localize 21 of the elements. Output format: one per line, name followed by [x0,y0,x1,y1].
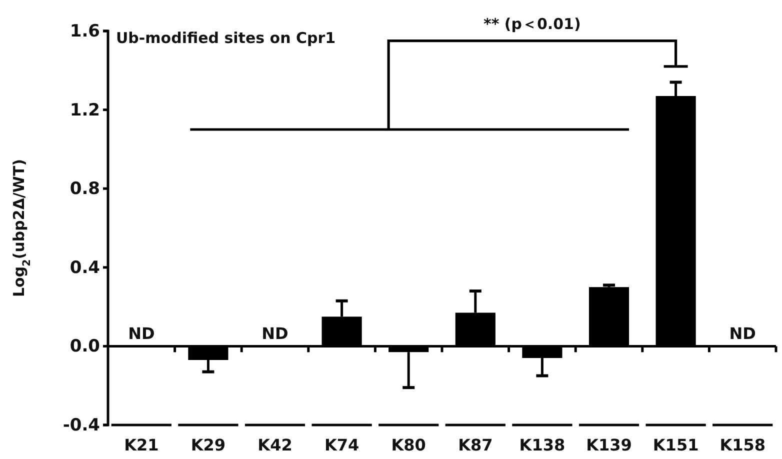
x-tick-label: K29 [190,435,226,454]
chart-title: Ub-modified sites on Cpr1 [116,29,336,47]
x-tick-label: K158 [720,435,766,454]
text: ND [128,324,155,344]
text: ND [262,324,288,344]
text: ND [729,324,756,344]
y-tick-label: -0.4 [62,415,100,436]
y-tick-label: 1.2 [70,100,100,120]
x-tick-label: K74 [324,435,360,454]
y-tick-label: 0.8 [70,179,100,200]
x-tick-label: K87 [458,435,493,454]
x-tick-label: K21 [124,435,159,454]
y-tick-label: 0.4 [70,258,100,278]
y-tick-label: 0.0 [70,336,100,357]
x-tick-label: K80 [391,435,426,454]
x-tick-label: K139 [586,435,632,454]
x-tick-label: K151 [652,435,699,454]
y-tick-label: 1.6 [70,21,100,42]
x-tick-label: K138 [519,435,566,454]
annotation: ** (p＜0.01) [483,14,581,33]
x-tick-label: K42 [258,435,292,454]
